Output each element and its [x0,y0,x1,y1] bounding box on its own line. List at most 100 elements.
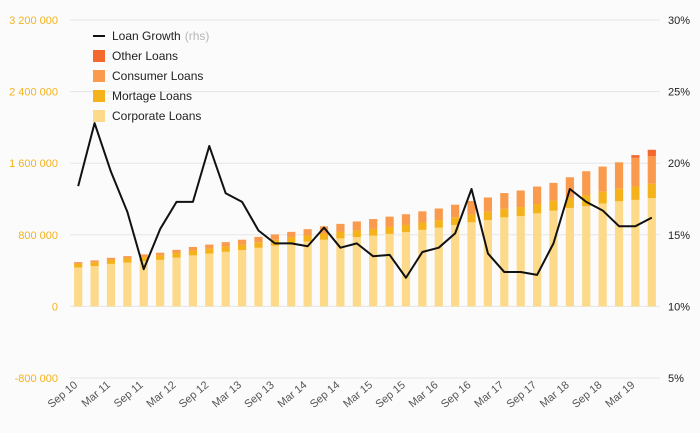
x-tick-label: Mar 19 [603,379,637,410]
bar-mortage-loans-28 [532,204,542,214]
bar-corporate-loans-26 [500,217,509,307]
right-tick-label: 5% [668,373,684,385]
x-tick-label: Sep 12 [177,379,211,411]
bar-mortage-loans-25 [483,211,493,221]
bar-corporate-loans-17 [352,237,361,307]
bar-mortage-loans-21 [418,222,427,230]
bar-consumer-loans-19 [385,216,394,227]
bar-consumer-loans-13 [287,231,296,238]
right-y-axis: 5% 10% 15% 20% 25% 30% [668,15,690,385]
bar-corporate-loans-12 [270,245,279,307]
legend-item-other-loans: Other Loans [93,46,209,66]
bar-corporate-loans-27 [516,216,525,307]
right-tick-label: 15% [668,230,690,242]
bar-consumer-loans-5 [156,252,165,256]
bar-mortage-loans-3 [123,258,132,263]
legend-label: Loan Growth [112,29,181,43]
bar-mortage-loans-9 [221,246,230,252]
loan-growth-line-layer [77,122,653,279]
x-tick-label: Sep 13 [242,379,276,411]
bar-other-loans-35 [647,149,656,157]
right-tick-label: 10% [668,301,690,313]
bar-consumer-loans-9 [221,242,230,247]
bar-mortage-loans-23 [451,217,460,225]
bar-corporate-loans-20 [401,232,411,307]
legend-item-corporate-loans: Corporate Loans [93,106,209,126]
legend-note: (rhs) [184,29,210,43]
bar-corporate-loans-9 [221,251,230,307]
bar-mortage-loans-27 [516,207,525,217]
bar-consumer-loans-20 [401,214,411,225]
left-tick-label: 1 600 000 [9,158,58,170]
bar-consumer-loans-8 [205,244,214,249]
bar-corporate-loans-4 [139,261,148,307]
x-tick-label: Mar 16 [407,379,441,410]
bar-mortage-loans-17 [352,230,361,238]
left-tick-label: 0 [52,301,58,313]
bar-mortage-loans-35 [647,183,656,199]
bar-consumer-loans-11 [254,236,263,243]
bar-mortage-loans-30 [565,197,574,208]
legend-label: Mortage Loans [112,89,193,103]
legend-item-mortage-loans: Mortage Loans [93,86,209,106]
bar-corporate-loans-34 [631,199,640,307]
bar-consumer-loans-12 [270,234,279,240]
bar-mortage-loans-20 [401,224,411,233]
gridlines [70,19,660,379]
bar-consumer-loans-14 [303,229,312,236]
x-tick-label: Mar 17 [472,379,506,410]
bar-consumer-loans-6 [172,249,181,253]
x-tick-label: Mar 12 [145,379,179,410]
bar-mortage-loans-6 [172,252,181,258]
bar-consumer-loans-30 [565,177,574,198]
x-tick-label: Sep 11 [112,379,146,410]
bar-mortage-loans-15 [319,233,329,240]
bar-consumer-loans-31 [582,171,591,195]
bar-other-loans-34 [631,155,640,158]
bar-consumer-loans-28 [532,186,542,205]
bar-consumer-loans-33 [614,162,624,189]
right-tick-label: 20% [668,158,690,170]
bar-corporate-loans-10 [237,250,247,307]
bar-consumer-loans-23 [451,204,460,218]
bar-consumer-loans-25 [483,197,493,212]
bar-mortage-loans-22 [434,220,443,228]
loan-growth-line [77,122,653,279]
x-tick-label: Sep 16 [439,379,473,411]
bar-consumer-loans-18 [369,219,378,229]
bar-mortage-loans-8 [205,248,214,254]
bar-corporate-loans-3 [123,262,132,307]
bar-corporate-loans-7 [188,255,198,307]
legend-swatch [93,50,105,62]
bar-consumer-loans-27 [516,190,525,208]
bar-mortage-loans-19 [385,226,394,234]
bar-consumer-loans-16 [336,223,345,232]
bar-mortage-loans-16 [336,231,345,239]
bar-corporate-loans-8 [205,253,214,307]
legend-swatch [93,70,105,82]
legend-swatch [93,90,105,102]
legend-swatch [93,110,105,122]
bar-consumer-loans-32 [598,166,607,192]
right-tick-label: 30% [668,15,690,27]
legend: Loan Growth (rhs) Other Loans Consumer Loan… [93,26,209,126]
bar-mortage-loans-32 [598,191,607,204]
bar-corporate-loans-29 [549,210,558,307]
bar-mortage-loans-31 [582,194,591,207]
bar-consumer-loans-35 [647,156,656,184]
bar-corporate-loans-13 [287,243,296,307]
bar-corporate-loans-16 [336,238,345,307]
bar-mortage-loans-26 [500,208,509,218]
bar-consumer-loans-24 [467,200,476,215]
x-tick-label: Sep 17 [505,379,539,411]
bar-mortage-loans-33 [614,188,624,202]
legend-item-loan-growth: Loan Growth (rhs) [93,26,209,46]
bar-mortage-loans-5 [156,255,165,260]
x-tick-label: Mar 14 [276,379,310,410]
left-tick-label: -800 000 [15,373,58,385]
bar-corporate-loans-32 [598,203,607,307]
bar-mortage-loans-7 [188,250,198,256]
bar-consumer-loans-10 [237,239,247,245]
bar-consumer-loans-7 [188,246,198,251]
